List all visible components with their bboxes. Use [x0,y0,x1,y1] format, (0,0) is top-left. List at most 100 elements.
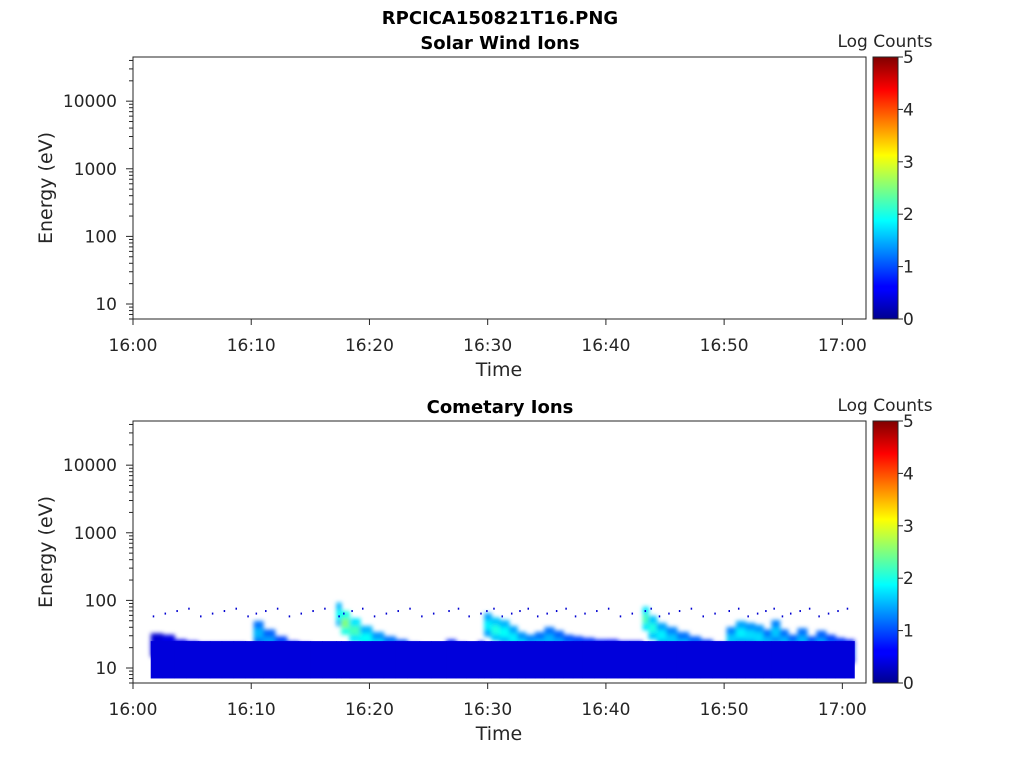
spectrogram-speck [373,615,376,618]
spectrogram-speck [678,610,681,613]
spectrogram-speck [255,612,258,615]
y-tick-label: 1000 [74,524,117,544]
spectrogram-band-cell [517,641,527,679]
spectrogram-band-cell [582,641,595,679]
spectrogram-band-cell [835,641,846,679]
x-tick-label: 16:40 [581,700,630,720]
colorbar-tick-label: 2 [903,205,914,225]
spectrogram-band-cell [430,641,447,679]
spectrogram-band-cell [779,641,789,679]
spectrogram-band-cell [688,641,702,679]
spectrogram-band-cell [310,641,323,679]
colorbar-tick-label: 0 [903,674,914,694]
spectrogram-band-cell [359,641,373,679]
y-tick-label: 100 [85,591,117,611]
spectrogram-speck [397,610,399,613]
spectrogram-band-cell [712,641,728,679]
spectrogram-band-cell [544,641,555,679]
spectrogram-speck [737,607,740,610]
spectrogram-band-cell [198,641,211,679]
spectrogram-speck [361,607,364,610]
spectrogram-speck [565,607,567,610]
spectrogram-band-cell [341,641,350,679]
panel2-colorbar-label: Log Counts [837,396,932,416]
colorbar-tick-label: 5 [903,48,914,68]
panel2-ticks: 16:00 16:10 16:20 16:30 16:40 16:50 17:00 10 100… [63,423,867,720]
spectrogram-speck [781,615,784,618]
spectrogram-speck [644,610,647,613]
spectrogram-speck [457,607,460,610]
spectrogram-speck [493,607,495,610]
spectrogram-speck [510,612,513,615]
spectrogram-speck [480,612,482,615]
spectrogram-speck [265,610,267,613]
spectrogram-band-cell [594,641,607,679]
spectrogram-speck [527,607,530,610]
spectrogram-peak-cell [754,632,764,642]
spectrogram-speck [747,615,749,618]
spectrogram-band-cell [648,641,658,679]
spectrogram-speck [765,610,767,613]
spectrogram-speck [200,615,202,618]
spectrogram-band-cell [642,641,650,679]
panel1-x-axis-label: Time [475,359,523,381]
spectrogram-band-cell [371,641,385,679]
panel1-colorbar: Log Counts 0 1 2 3 4 5 [837,32,932,330]
spectrogram-band-cell [162,641,175,679]
colorbar-tick-label: 1 [903,622,914,642]
x-tick-label: 16:30 [463,336,512,356]
y-tick-label: 10000 [63,456,117,476]
panel1-plot-area [132,56,867,320]
spectrogram-speck [276,607,279,610]
colorbar-tick-label: 3 [903,153,914,173]
panel2-title: Cometary Ions [427,397,574,418]
x-tick-label: 16:20 [345,700,394,720]
spectrogram-band-cell [253,641,264,679]
x-tick-label: 16:50 [700,700,749,720]
spectrogram-speck [421,615,423,618]
spectrogram-speck [343,612,345,615]
panel1-y-axis-label: Energy (eV) [35,132,57,244]
figure-title: RPCICA150821T16.PNG [382,8,618,29]
spectrogram-band-cell [286,641,300,679]
spectrogram-band-cell [816,641,827,679]
spectrogram-speck [223,610,226,613]
spectrogram-speck [584,612,586,615]
spectrogram-speck [176,610,178,613]
spectrogram-speck [536,615,539,618]
spectrogram-band-cell [478,641,485,679]
spectrogram-band-cell [572,641,583,679]
colorbar-tick-label: 5 [903,412,914,432]
spectrogram-band-cell [797,641,808,679]
x-tick-label: 16:00 [109,336,158,356]
spectrogram-band-cell [395,641,408,679]
spectrogram-peak-cell [544,634,555,645]
spectrogram-speck [596,610,598,613]
spectrogram-speck [773,607,775,610]
spectrogram-peak-cell [648,623,658,633]
spectrogram-band-cell [771,641,781,679]
spectrogram-speck [818,615,820,618]
x-tick-label: 16:10 [227,336,276,356]
spectrogram-speck [756,612,759,615]
spectrogram-speck [837,610,839,613]
panel-solar-wind: Solar Wind Ions 16:00 16:10 16:20 16:30 16:4… [35,32,933,381]
x-tick-label: 16:40 [581,336,630,356]
spectrogram-speck [702,615,704,618]
panel2-colorbar: Log Counts 0 1 2 3 4 5 [837,396,932,694]
spectrogram-band-cell [666,641,678,679]
spectrogram-speck [247,615,249,618]
spectrogram-band-cell [209,641,223,679]
spectrogram-peak-cell [771,627,781,638]
panel1-ticks: 16:00 16:10 16:20 16:30 16:40 16:50 17:00 10 100… [63,59,867,356]
spectrogram-band-cell [844,641,855,679]
x-tick-label: 17:00 [818,700,867,720]
spectrogram-speck [668,612,670,615]
spectrogram-speck [827,612,830,615]
spectrogram-band-cell [629,641,644,679]
spectrogram-band-cell [735,641,747,679]
panel1-colorbar-gradient [872,56,899,320]
spectrogram-band-cell [605,641,619,679]
spectrogram-band-cell [534,641,546,679]
